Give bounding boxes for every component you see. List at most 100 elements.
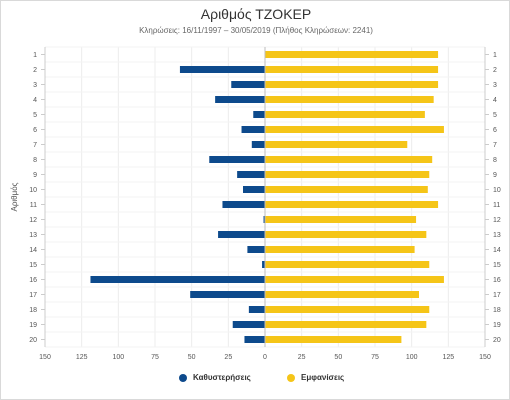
bar-appearances: [265, 306, 430, 313]
bar-appearances: [265, 156, 433, 163]
x-tick-label: 150: [479, 354, 491, 361]
y-tick-label-right: 12: [493, 217, 501, 224]
y-tick-label-right: 19: [493, 322, 501, 329]
bar-appearances: [265, 231, 427, 238]
bar-delays: [262, 261, 265, 268]
y-tick-label-left: 20: [29, 337, 37, 344]
bar-appearances: [265, 291, 419, 298]
bar-delays: [248, 306, 265, 313]
bar-delays: [90, 276, 265, 283]
bar-delays: [232, 321, 265, 328]
legend-label-delays: Καθυστερήσεις: [193, 373, 251, 382]
y-tick-label-right: 8: [493, 157, 497, 164]
bar-appearances: [265, 141, 408, 148]
chart-subtitle: Κληρώσεις: 16/11/1997 – 30/05/2019 (Πλήθ…: [139, 26, 373, 35]
y-tick-label-left: 7: [33, 142, 37, 149]
bar-delays: [222, 201, 265, 208]
bar-delays: [190, 291, 265, 298]
y-tick-label-left: 17: [29, 292, 37, 299]
y-tick-label-left: 8: [33, 157, 37, 164]
bar-appearances: [265, 81, 439, 88]
x-tick-label: 125: [76, 354, 88, 361]
bar-appearances: [265, 186, 428, 193]
y-tick-label-right: 3: [493, 82, 497, 89]
x-tick-label: 25: [298, 354, 306, 361]
y-tick-label-left: 15: [29, 262, 37, 269]
x-tick-label: 150: [39, 354, 51, 361]
y-tick-label-right: 7: [493, 142, 497, 149]
y-tick-label-left: 18: [29, 307, 37, 314]
x-tick-label: 50: [334, 354, 342, 361]
legend-label-appearances: Εμφανίσεις: [301, 373, 345, 382]
bar-appearances: [265, 201, 439, 208]
y-tick-label-right: 10: [493, 187, 501, 194]
y-axis-label: Αριθμός: [10, 182, 19, 211]
y-tick-label-right: 9: [493, 172, 497, 179]
bar-delays: [253, 111, 265, 118]
y-tick-label-right: 13: [493, 232, 501, 239]
bar-appearances: [265, 276, 444, 283]
bar-appearances: [265, 111, 425, 118]
y-tick-label-left: 12: [29, 217, 37, 224]
y-tick-label-left: 1: [33, 52, 37, 59]
y-tick-label-right: 20: [493, 337, 501, 344]
bar-appearances: [265, 66, 439, 73]
legend-item-appearances[interactable]: Εμφανίσεις: [287, 373, 344, 382]
bar-delays: [247, 246, 265, 253]
bar-delays: [215, 96, 265, 103]
bar-delays: [209, 156, 265, 163]
legend-item-delays[interactable]: Καθυστερήσεις: [179, 373, 251, 382]
x-tick-label: 50: [188, 354, 196, 361]
y-tick-label-right: 14: [493, 247, 501, 254]
bar-appearances: [265, 126, 444, 133]
y-tick-label-left: 10: [29, 187, 37, 194]
bar-delays: [231, 81, 265, 88]
chart-legend: Καθυστερήσεις Εμφανίσεις: [1, 373, 510, 387]
bar-appearances: [265, 51, 439, 58]
bar-delays: [241, 126, 265, 133]
y-tick-label-right: 5: [493, 112, 497, 119]
bar-appearances: [265, 336, 402, 343]
legend-marker-appearances: [287, 373, 295, 382]
chart-title: Αριθμός ΤΖΟΚΕΡ: [200, 6, 312, 22]
bar-delays: [243, 186, 265, 193]
bar-appearances: [265, 261, 430, 268]
y-tick-label-left: 13: [29, 232, 37, 239]
bar-delays: [263, 216, 265, 223]
y-tick-label-right: 18: [493, 307, 501, 314]
y-tick-label-right: 1: [493, 52, 497, 59]
x-tick-label: 100: [112, 354, 124, 361]
bar-appearances: [265, 216, 417, 223]
y-tick-label-left: 4: [33, 97, 37, 104]
y-tick-label-left: 19: [29, 322, 37, 329]
y-tick-label-left: 6: [33, 127, 37, 134]
y-tick-label-left: 2: [33, 67, 37, 74]
x-tick-label: 125: [442, 354, 454, 361]
y-tick-label-left: 16: [29, 277, 37, 284]
x-tick-label: 75: [371, 354, 379, 361]
y-tick-label-right: 17: [493, 292, 501, 299]
bar-delays: [179, 66, 265, 73]
y-tick-label-right: 4: [493, 97, 497, 104]
x-tick-label: 0: [263, 354, 267, 361]
y-tick-label-left: 14: [29, 247, 37, 254]
y-tick-label-right: 11: [493, 202, 500, 209]
x-tick-label: 100: [406, 354, 418, 361]
x-tick-label: 25: [224, 354, 232, 361]
y-tick-label-right: 6: [493, 127, 497, 134]
bar-delays: [218, 231, 265, 238]
legend-marker-delays: [179, 373, 187, 382]
y-tick-label-left: 3: [33, 82, 37, 89]
bar-appearances: [265, 171, 430, 178]
y-tick-label-right: 15: [493, 262, 501, 269]
x-tick-label: 75: [151, 354, 159, 361]
y-tick-label-right: 2: [493, 67, 497, 74]
y-tick-label-right: 16: [493, 277, 501, 284]
y-tick-label-left: 11: [30, 202, 37, 209]
bar-delays: [251, 141, 265, 148]
y-tick-label-left: 9: [33, 172, 37, 179]
bar-delays: [244, 336, 265, 343]
y-tick-label-left: 5: [33, 112, 37, 119]
